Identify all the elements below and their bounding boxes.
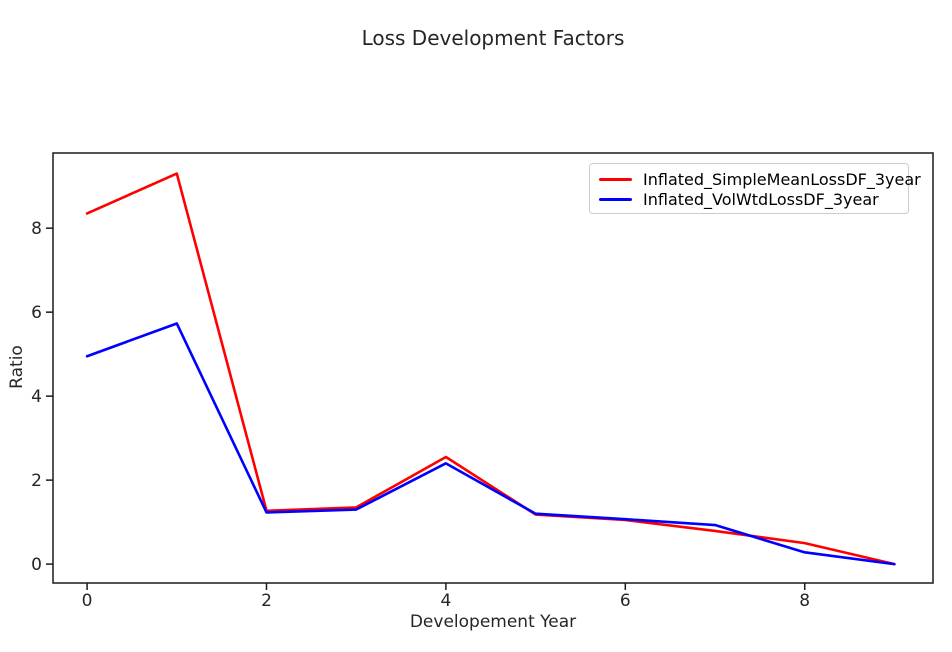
y-tick-label: 8 xyxy=(31,219,42,239)
y-tick-label: 0 xyxy=(31,555,42,575)
legend-label-simple-mean: Inflated_SimpleMeanLossDF_3year xyxy=(643,169,921,189)
series-line-0 xyxy=(85,172,896,566)
legend-line-red xyxy=(599,177,632,181)
legend-label-vol-wtd: Inflated_VolWtdLossDF_3year xyxy=(643,189,879,209)
x-tick-label: 6 xyxy=(620,591,631,611)
x-tick-label: 4 xyxy=(440,591,451,611)
x-tick-label: 8 xyxy=(799,591,810,611)
legend-item-simple-mean: Inflated_SimpleMeanLossDF_3year xyxy=(599,169,921,189)
legend-item-vol-wtd: Inflated_VolWtdLossDF_3year xyxy=(599,189,908,209)
y-tick-label: 2 xyxy=(31,471,42,491)
series-line-1 xyxy=(85,322,896,566)
legend: Inflated_SimpleMeanLossDF_3year Inflated… xyxy=(589,163,921,214)
axes-frame xyxy=(52,152,934,584)
x-axis-label: Developement Year xyxy=(409,612,577,632)
legend-line-blue xyxy=(599,197,632,201)
x-tick-label: 2 xyxy=(261,591,272,611)
y-tick-label: 6 xyxy=(31,303,42,323)
y-tick-label: 4 xyxy=(31,387,42,407)
chart-title: Loss Development Factors xyxy=(361,26,625,50)
x-tick-label: 0 xyxy=(82,591,93,611)
